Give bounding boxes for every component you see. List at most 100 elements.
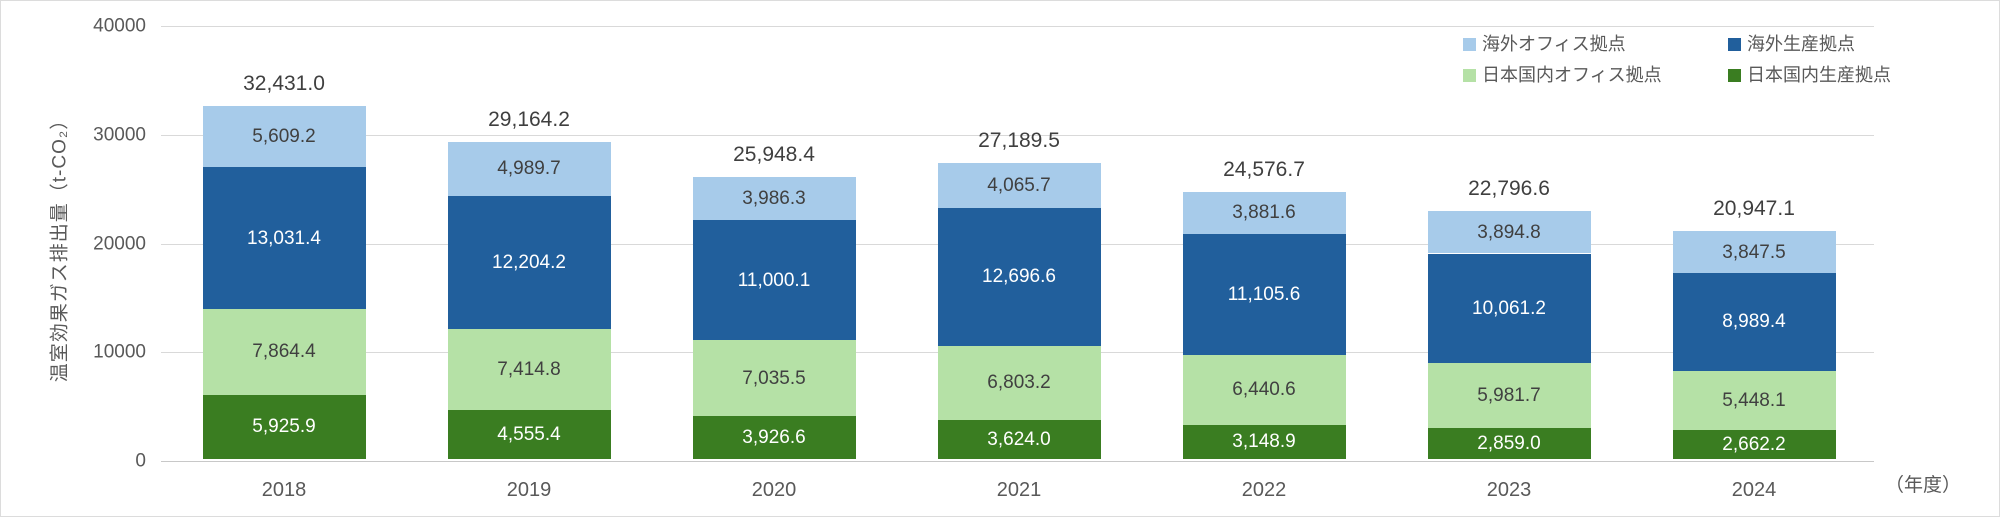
legend-swatch-icon xyxy=(1728,37,1741,51)
y-tick-label: 10000 xyxy=(93,341,146,363)
bar-segment-overseas-production: 10,061.2 xyxy=(1427,253,1591,363)
total-value-label: 20,947.1 xyxy=(1713,197,1795,221)
segment-value-label: 3,881.6 xyxy=(1232,202,1296,224)
bar-segment-overseas-office: 3,847.5 xyxy=(1672,231,1836,273)
segment-value-label: 10,061.2 xyxy=(1472,297,1546,319)
segment-value-label: 5,448.1 xyxy=(1722,389,1786,411)
bar-segment-domestic-office: 5,981.7 xyxy=(1427,362,1591,428)
segment-value-label: 11,000.1 xyxy=(737,269,811,291)
bar-segment-overseas-production: 11,105.6 xyxy=(1182,233,1346,355)
gridline xyxy=(161,134,1874,136)
bar-segment-domestic-production: 4,555.4 xyxy=(447,409,611,459)
bar-segment-overseas-office: 4,989.7 xyxy=(447,141,611,197)
segment-value-label: 8,989.4 xyxy=(1722,311,1786,333)
legend-swatch-icon xyxy=(1463,37,1476,51)
segment-value-label: 3,847.5 xyxy=(1722,241,1786,263)
bar-segment-overseas-office: 4,065.7 xyxy=(937,163,1101,208)
x-tick-label: 2021 xyxy=(996,479,1042,501)
bar-segment-domestic-office: 6,803.2 xyxy=(937,345,1101,420)
legend-item-label: 海外オフィス拠点 xyxy=(1482,34,1626,54)
legend: 海外オフィス拠点 海外生産拠点日本国内オフィス拠点 日本国内生産拠点 xyxy=(1463,35,1891,84)
bar-segment-domestic-office: 7,864.4 xyxy=(202,309,366,395)
total-value-label: 32,431.0 xyxy=(243,72,325,96)
bar-segment-domestic-production: 2,859.0 xyxy=(1427,427,1591,459)
x-tick-label: 2018 xyxy=(261,479,307,501)
y-tick-label: 20000 xyxy=(93,233,146,254)
segment-value-label: 12,696.6 xyxy=(982,266,1056,288)
bar-group-2024: 2,662.2 5,448.1 8,989.4 3,847.5 xyxy=(1672,1,1836,516)
segment-value-label: 3,894.8 xyxy=(1477,221,1541,243)
segment-value-label: 3,624.0 xyxy=(987,428,1051,450)
x-tick-label: 2019 xyxy=(506,479,552,501)
segment-value-label: 7,414.8 xyxy=(497,358,561,380)
bar-group-2018: 5,925.9 7,864.4 13,031.4 5,609.2 xyxy=(202,1,366,516)
x-tick-label: 2024 xyxy=(1731,479,1777,501)
bar-segment-domestic-production: 3,926.6 xyxy=(692,416,856,459)
segment-value-label: 3,148.9 xyxy=(1232,431,1296,453)
bar-segment-overseas-production: 13,031.4 xyxy=(202,167,366,309)
bar-segment-overseas-production: 11,000.1 xyxy=(692,220,856,340)
bar-group-2020: 3,926.6 7,035.5 11,000.1 3,986.3 xyxy=(692,1,856,516)
legend-item-label: 日本国内オフィス拠点 xyxy=(1482,65,1662,85)
bar-segment-domestic-office: 7,035.5 xyxy=(692,339,856,417)
segment-value-label: 13,031.4 xyxy=(247,227,321,249)
segment-value-label: 5,609.2 xyxy=(252,126,316,148)
gridline xyxy=(161,26,1874,27)
y-tick-label: 30000 xyxy=(93,124,146,146)
segment-value-label: 3,926.6 xyxy=(742,427,806,449)
segment-value-label: 4,065.7 xyxy=(987,174,1051,196)
segment-value-label: 5,925.9 xyxy=(252,416,316,438)
bar-segment-overseas-office: 3,894.8 xyxy=(1427,211,1591,254)
legend-item-overseas-production: 海外生産拠点 xyxy=(1728,35,1891,53)
x-axis-unit-label: （年度） xyxy=(1885,475,1962,496)
bar-segment-domestic-office: 6,440.6 xyxy=(1182,354,1346,425)
bar-group-2019: 4,555.4 7,414.8 12,204.2 4,989.7 xyxy=(447,1,611,516)
x-tick-label: 2023 xyxy=(1486,479,1532,501)
segment-value-label: 7,035.5 xyxy=(742,367,806,389)
segment-value-label: 2,859.0 xyxy=(1477,432,1541,454)
x-tick-label: 2022 xyxy=(1241,479,1287,501)
segment-value-label: 5,981.7 xyxy=(1477,384,1541,406)
bar-segment-domestic-office: 5,448.1 xyxy=(1672,370,1836,430)
bar-segment-overseas-office: 5,609.2 xyxy=(202,106,366,168)
total-value-label: 25,948.4 xyxy=(733,142,815,166)
legend-swatch-icon xyxy=(1463,68,1476,82)
legend-swatch-icon xyxy=(1728,68,1741,82)
total-value-label: 24,576.7 xyxy=(1223,157,1305,181)
bar-group-2023: 2,859.0 5,981.7 10,061.2 3,894.8 xyxy=(1427,1,1591,516)
legend-item-overseas-office: 海外オフィス拠点 xyxy=(1463,35,1728,53)
segment-value-label: 6,440.6 xyxy=(1232,379,1296,401)
legend-item-label: 日本国内生産拠点 xyxy=(1747,65,1891,85)
legend-item-label: 海外生産拠点 xyxy=(1747,34,1855,54)
bar-segment-overseas-production: 12,696.6 xyxy=(937,207,1101,346)
segment-value-label: 4,989.7 xyxy=(497,158,561,180)
bar-segment-domestic-production: 3,148.9 xyxy=(1182,424,1346,459)
bar-segment-domestic-production: 3,624.0 xyxy=(937,419,1101,459)
segment-value-label: 11,105.6 xyxy=(1227,283,1301,305)
segment-value-label: 6,803.2 xyxy=(987,372,1051,394)
bar-segment-overseas-production: 8,989.4 xyxy=(1672,273,1836,371)
total-value-label: 22,796.6 xyxy=(1468,177,1550,201)
bar-group-2022: 3,148.9 6,440.6 11,105.6 3,881.6 xyxy=(1182,1,1346,516)
total-value-label: 27,189.5 xyxy=(978,129,1060,153)
x-tick-label: 2020 xyxy=(751,479,797,501)
segment-value-label: 3,986.3 xyxy=(742,188,806,209)
segment-value-label: 4,555.4 xyxy=(497,423,561,445)
bar-segment-domestic-production: 5,925.9 xyxy=(202,394,366,459)
segment-value-label: 12,204.2 xyxy=(492,251,566,273)
y-tick-label: 0 xyxy=(135,450,146,472)
legend-item-domestic-production: 日本国内生産拠点 xyxy=(1728,66,1891,84)
segment-value-label: 7,864.4 xyxy=(252,341,316,363)
bar-group-2021: 3,624.0 6,803.2 12,696.6 4,065.7 xyxy=(937,1,1101,516)
total-value-label: 29,164.2 xyxy=(488,107,570,131)
bar-segment-domestic-office: 7,414.8 xyxy=(447,328,611,410)
bar-segment-overseas-office: 3,986.3 xyxy=(692,176,856,221)
x-axis-line xyxy=(161,461,1874,462)
bar-segment-overseas-office: 3,881.6 xyxy=(1182,191,1346,234)
bar-segment-overseas-production: 12,204.2 xyxy=(447,196,611,329)
segment-value-label: 2,662.2 xyxy=(1722,434,1786,455)
bar-segment-domestic-production: 2,662.2 xyxy=(1672,430,1836,459)
y-tick-label: 40000 xyxy=(93,15,146,37)
legend-item-domestic-office: 日本国内オフィス拠点 xyxy=(1463,66,1728,84)
